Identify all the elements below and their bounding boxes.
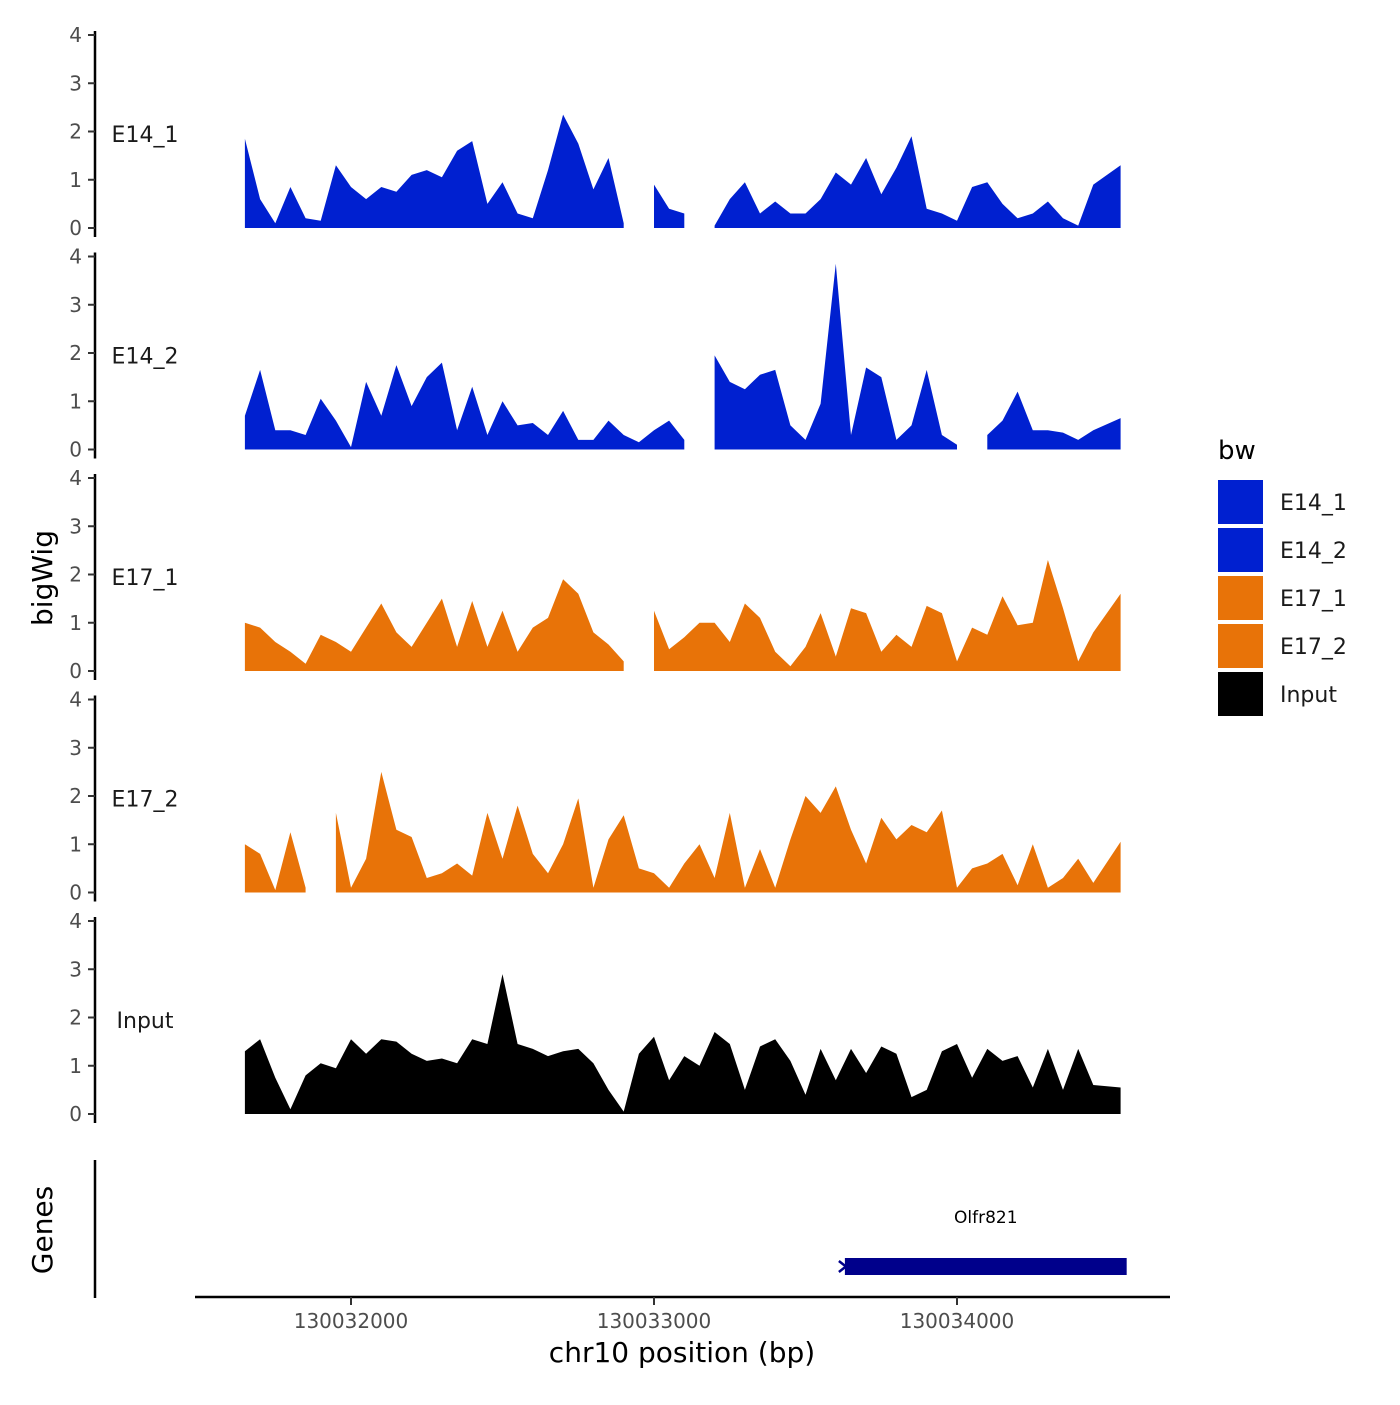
y-tick-label: 1 <box>69 389 82 413</box>
x-tick-label: 130033000 <box>597 1309 712 1333</box>
legend: bw E14_1 E14_2 E17_1 E17_2 Input <box>1218 436 1347 716</box>
legend-label: E17_1 <box>1280 587 1347 612</box>
track-label: E17_1 <box>112 566 179 591</box>
x-axis-title: chr10 position (bp) <box>549 1336 815 1369</box>
y-tick-label: 0 <box>69 438 82 462</box>
track-label: E14_1 <box>112 123 179 148</box>
y-tick-label: 0 <box>69 659 82 683</box>
signal-area-E14_2 <box>987 391 1121 450</box>
legend-swatch-E17_2 <box>1218 624 1263 668</box>
legend-label: E14_1 <box>1280 491 1347 516</box>
y-tick-label: 4 <box>69 245 82 269</box>
track-E14_2: 0 1 2 3 4 E14_2 <box>69 245 1121 462</box>
genes-axis-title: Genes <box>26 1186 59 1274</box>
track-Input: 0 1 2 3 4 Input <box>69 909 1121 1126</box>
track-E14_1: 0 1 2 3 4 E14_1 <box>69 23 1121 240</box>
signal-area-E17_2 <box>244 832 306 893</box>
legend-swatch-Input <box>1218 672 1263 716</box>
x-axis: 130032000 130033000 130034000 <box>195 1295 1170 1333</box>
gene-panel: Olfr821 <box>93 1160 1127 1298</box>
y-tick-label: 4 <box>69 23 82 47</box>
legend-swatch-E14_1 <box>1218 480 1263 524</box>
legend-label: E14_2 <box>1280 539 1347 564</box>
track-label: Input <box>117 1009 174 1034</box>
gene-body-Olfr821 <box>844 1258 1127 1275</box>
signal-area-E14_1 <box>714 136 1121 228</box>
y-tick-label: 0 <box>69 216 82 240</box>
y-tick-label: 3 <box>69 736 82 760</box>
y-tick-label: 0 <box>69 881 82 905</box>
y-tick-label: 0 <box>69 1102 82 1126</box>
x-tick-label: 130032000 <box>294 1309 409 1333</box>
y-tick-label: 2 <box>69 120 82 144</box>
track-label: E17_2 <box>112 788 179 813</box>
signal-area-E17_1 <box>244 579 624 671</box>
legend-label: E17_2 <box>1280 635 1347 660</box>
y-tick-label: 1 <box>69 1054 82 1078</box>
strand-arrow-icon <box>838 1260 848 1273</box>
signal-area-E17_1 <box>654 560 1121 671</box>
y-tick-label: 4 <box>69 466 82 490</box>
signal-area-E17_2 <box>335 771 1121 893</box>
y-tick-label: 1 <box>69 611 82 635</box>
y-tick-label: 2 <box>69 1006 82 1030</box>
x-tick-label: 130034000 <box>900 1309 1015 1333</box>
y-axis-title: bigWig <box>26 530 59 626</box>
y-tick-label: 2 <box>69 341 82 365</box>
signal-area-E14_2 <box>714 263 957 450</box>
y-tick-label: 3 <box>69 293 82 317</box>
y-tick-label: 3 <box>69 957 82 981</box>
track-E17_2: 0 1 2 3 4 E17_2 <box>69 688 1121 905</box>
legend-label: Input <box>1280 683 1337 708</box>
y-tick-label: 4 <box>69 909 82 933</box>
y-tick-label: 1 <box>69 832 82 856</box>
y-tick-label: 2 <box>69 784 82 808</box>
y-tick-label: 3 <box>69 71 82 95</box>
legend-swatch-E17_1 <box>1218 576 1263 620</box>
legend-title: bw <box>1218 436 1256 466</box>
signal-area-E14_1 <box>244 114 624 228</box>
y-tick-label: 3 <box>69 514 82 538</box>
y-tick-label: 1 <box>69 168 82 192</box>
gene-label: Olfr821 <box>954 1208 1018 1228</box>
track-label: E14_2 <box>112 345 179 370</box>
signal-area-Input <box>244 974 1121 1114</box>
signal-tracks: 0 1 2 3 4 E14_1 0 1 2 3 4 E14_2 0 1 2 3 4 E17_1 0 1 2 3 4 E17_2… <box>69 23 1121 1126</box>
signal-area-E14_2 <box>244 362 685 450</box>
y-tick-label: 2 <box>69 563 82 587</box>
signal-area-E14_1 <box>654 184 685 228</box>
legend-swatch-E14_2 <box>1218 528 1263 572</box>
track-E17_1: 0 1 2 3 4 E17_1 <box>69 466 1121 683</box>
y-tick-label: 4 <box>69 688 82 712</box>
